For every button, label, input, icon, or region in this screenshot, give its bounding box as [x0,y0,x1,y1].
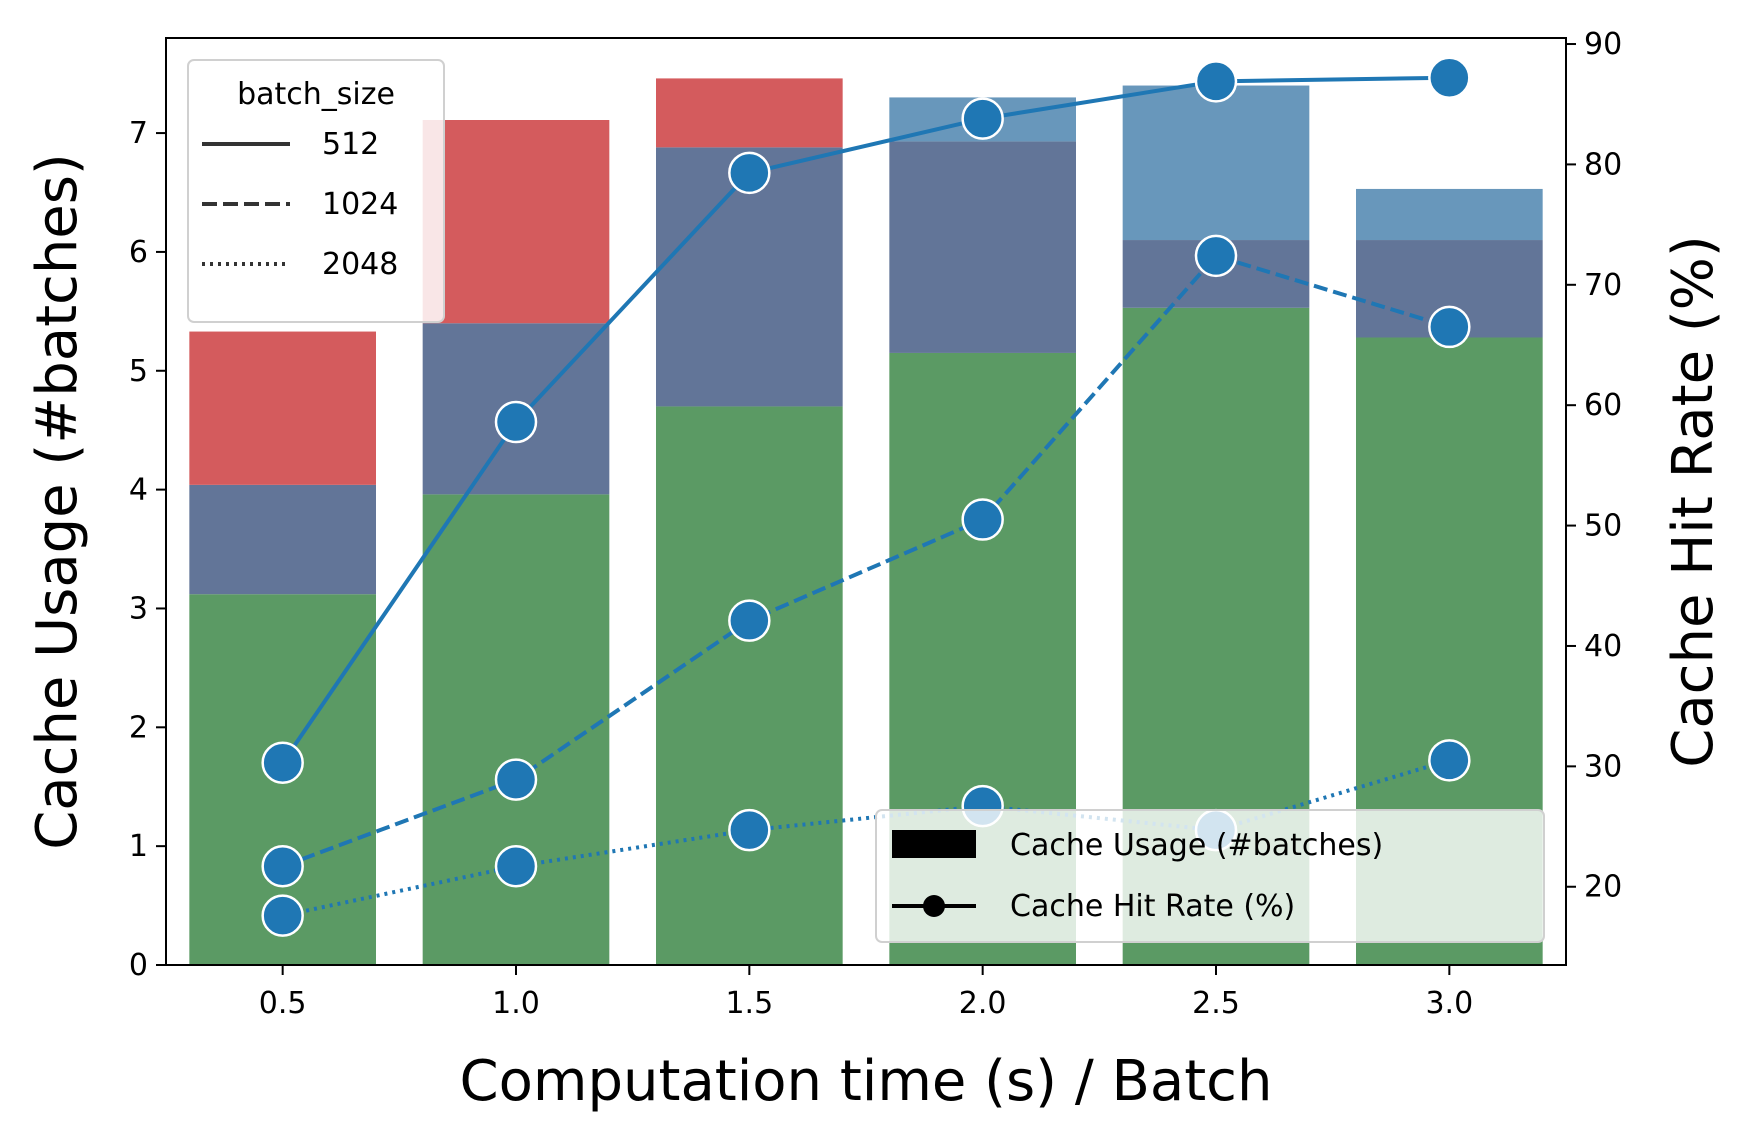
right-tick-label: 20 [1584,870,1622,905]
bar-3.0-segment-3 [1356,188,1543,241]
legend-label-cache-usage: Cache Usage (#batches) [1010,828,1383,863]
bar-0.5-segment-2 [189,331,376,485]
point-batch-512-2.5 [1194,60,1238,103]
bar-1.5-segment-0 [656,406,843,965]
legend-style-label-2048: 2048 [322,247,398,282]
x-tick-label: 1.5 [725,986,773,1021]
x-tick-label: 3.0 [1425,986,1473,1021]
left-tick-label: 6 [129,235,148,270]
left-tick-label: 1 [129,829,148,864]
left-tick-label: 5 [129,354,148,389]
left-tick-label: 3 [129,591,148,626]
point-batch-2048-1.0 [494,845,538,888]
right-tick-label: 50 [1584,509,1622,544]
bar-0.5-segment-1 [189,484,376,595]
point-batch-1024-3.0 [1428,305,1471,349]
point-batch-2048-0.5 [261,894,304,937]
point-batch-512-3.0 [1428,56,1471,99]
plot-frame [165,37,1567,966]
right-tick-label: 60 [1584,388,1622,423]
point-batch-2048-1.5 [728,808,771,852]
left-tick-label: 0 [129,948,148,983]
x-axis-title: Computation time (s) / Batch [460,1049,1273,1114]
x-axis: 0.5 1.0 1.5 2.0 2.5 3.0 [259,965,1473,1021]
right-tick-label: 40 [1584,629,1622,664]
bar-2.0-segment-1 [889,141,1076,353]
bar-1.0-segment-0 [422,494,610,965]
legend-style-label-512: 512 [322,127,379,162]
legend-marker-swatch [923,895,945,917]
point-batch-512-1.0 [494,400,538,444]
left-tick-label: 2 [129,710,148,745]
right-tick-label: 80 [1584,147,1622,182]
point-batch-1024-2.0 [961,498,1004,541]
bar-1.0-segment-2 [422,120,610,324]
legend-series-type-box [875,809,1545,943]
bar-2.5-segment-3 [1122,85,1310,241]
legend-batch-size-title: batch_size [237,77,395,112]
legend-batch-size: batch_size 512 1024 2048 [187,59,445,323]
right-y-axis-title: Cache Hit Rate (%) [1661,235,1726,768]
left-tick-label: 4 [129,473,148,508]
left-y-axis-title: Cache Usage (#batches) [25,153,90,850]
right-tick-label: 90 [1584,27,1622,62]
point-batch-1024-1.5 [728,599,771,642]
point-batch-512-0.5 [261,741,304,784]
legend-bar-swatch [892,830,976,858]
legend-series-type: Cache Usage (#batches) Cache Hit Rate (%… [875,809,1545,943]
legend-batch-size-box [187,59,445,323]
point-batch-1024-1.0 [494,758,538,801]
left-tick-label: 7 [129,116,148,151]
point-batch-1024-0.5 [261,845,304,888]
line-batch-512 [281,75,1450,764]
left-axis: 0 1 2 3 4 5 6 7 [129,116,166,983]
point-batch-512-1.5 [728,151,771,195]
right-tick-label: 70 [1584,268,1622,303]
line-batch-1024 [281,253,1450,869]
x-tick-label: 2.5 [1192,986,1240,1021]
legend-label-cache-hit-rate: Cache Hit Rate (%) [1010,889,1295,924]
point-batch-2048-3.0 [1428,739,1471,782]
bar-1.5-segment-2 [656,78,843,148]
x-tick-label: 0.5 [259,986,307,1021]
right-tick-label: 30 [1584,749,1622,784]
x-tick-label: 1.0 [492,986,540,1021]
legend-style-label-1024: 1024 [322,187,398,222]
point-batch-512-2.0 [961,97,1004,140]
x-tick-label: 2.0 [959,986,1007,1021]
right-axis: 20 30 40 50 60 70 80 90 [1566,27,1622,905]
point-batch-1024-2.5 [1194,234,1238,278]
